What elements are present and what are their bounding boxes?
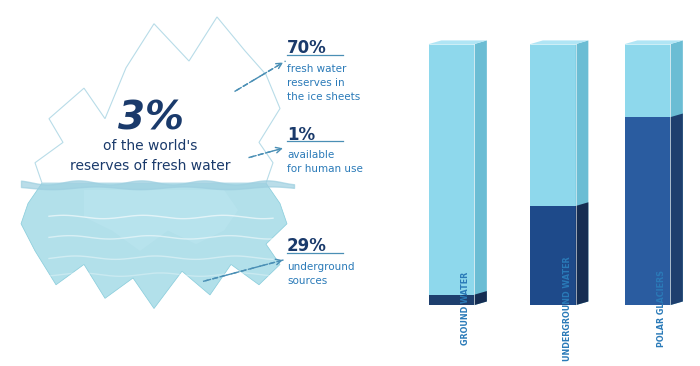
Text: available
for human use: available for human use xyxy=(287,150,363,174)
Bar xyxy=(624,117,671,305)
Text: underground
sources: underground sources xyxy=(287,262,354,286)
Text: of the world's
reserves of fresh water: of the world's reserves of fresh water xyxy=(70,139,231,173)
Bar xyxy=(531,44,575,305)
Polygon shape xyxy=(475,291,487,305)
Polygon shape xyxy=(84,190,238,251)
Polygon shape xyxy=(575,202,588,305)
Bar xyxy=(428,44,475,305)
Text: fresh water
reserves in
the ice sheets: fresh water reserves in the ice sheets xyxy=(287,64,360,102)
Text: 70%: 70% xyxy=(636,14,672,29)
Text: 1%: 1% xyxy=(445,14,470,29)
Text: 29%: 29% xyxy=(541,14,578,29)
Text: 29%: 29% xyxy=(287,238,327,255)
Polygon shape xyxy=(531,40,588,44)
Text: GROUND WATER: GROUND WATER xyxy=(461,272,470,345)
Bar xyxy=(531,206,575,305)
Text: 1%: 1% xyxy=(287,126,315,143)
Polygon shape xyxy=(671,40,683,305)
Polygon shape xyxy=(624,40,683,44)
Bar xyxy=(624,44,671,305)
Text: UNDERGROUND WATER: UNDERGROUND WATER xyxy=(563,256,572,361)
Text: 3%: 3% xyxy=(118,100,183,138)
Text: 70%: 70% xyxy=(287,39,327,57)
Polygon shape xyxy=(428,40,487,44)
Bar xyxy=(428,295,475,305)
Polygon shape xyxy=(671,113,683,305)
Polygon shape xyxy=(35,17,280,183)
Polygon shape xyxy=(475,40,487,305)
Polygon shape xyxy=(575,40,588,305)
Text: POLAR GLACIERS: POLAR GLACIERS xyxy=(657,270,666,347)
Polygon shape xyxy=(21,183,287,309)
